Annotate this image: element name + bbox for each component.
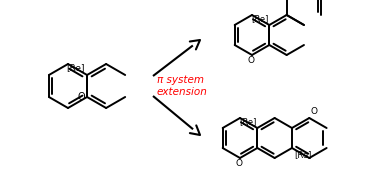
- Text: O: O: [310, 107, 317, 116]
- Text: O: O: [235, 159, 243, 168]
- Text: [Re]: [Re]: [251, 14, 268, 23]
- Text: [Re]: [Re]: [294, 150, 311, 159]
- Text: π system
extension: π system extension: [157, 75, 208, 97]
- Text: [Re]: [Re]: [67, 63, 85, 72]
- Text: [Re]: [Re]: [239, 117, 256, 126]
- Text: O: O: [77, 92, 85, 102]
- Text: O: O: [248, 56, 254, 65]
